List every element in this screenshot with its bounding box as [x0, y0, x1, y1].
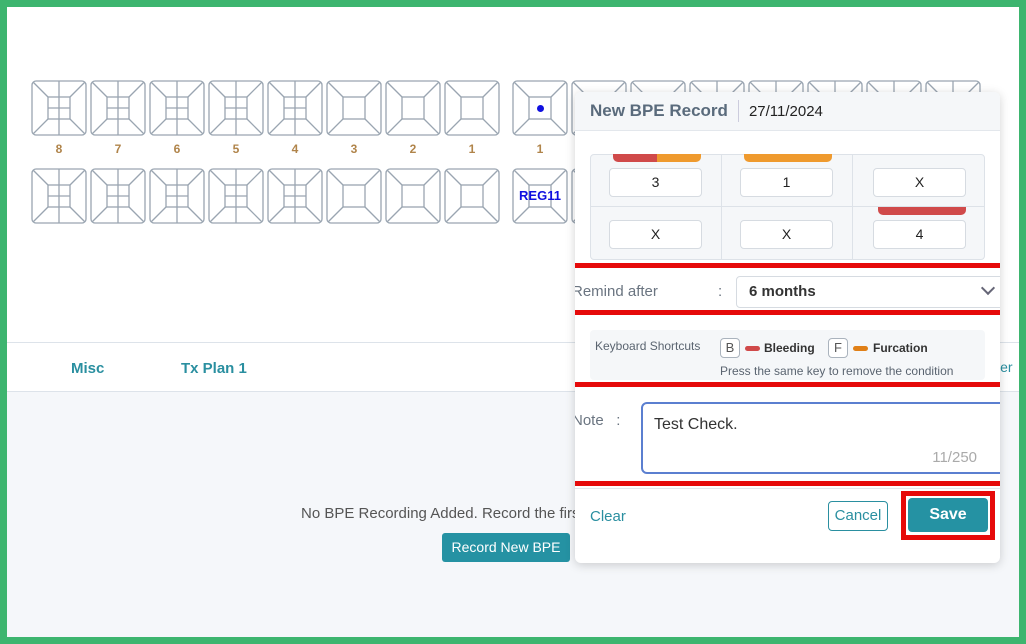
tooth-number: 6: [173, 142, 181, 156]
char-count: 11/250: [932, 449, 977, 466]
tooth[interactable]: [326, 168, 382, 224]
bpe-sextant[interactable]: X: [853, 155, 984, 207]
popup-title: New BPE Record: [590, 100, 739, 122]
new-bpe-record-popup: New BPE Record 27/11/2024 3 1 X X X 4 Remind …: [575, 92, 1000, 563]
bpe-score-input[interactable]: 3: [609, 168, 702, 197]
furcation-swatch: [853, 346, 868, 351]
tab-partial[interactable]: ler: [997, 359, 1013, 375]
bpe-sextant[interactable]: 4: [853, 207, 984, 259]
clear-button[interactable]: Clear: [590, 508, 626, 525]
bpe-sextant[interactable]: 3: [591, 154, 722, 207]
tooth[interactable]: [149, 80, 205, 136]
tooth-number: 1: [468, 142, 476, 156]
remind-after-select[interactable]: 6 months: [736, 276, 1000, 308]
app-frame: 8 7 6 5 4 3 2 1 1 REG11 Misc Tx Plan 1 ler No BPE…: [7, 7, 1019, 637]
save-button[interactable]: Save: [908, 498, 988, 532]
tooth[interactable]: [208, 168, 264, 224]
furcation-indicator: [657, 154, 701, 162]
tooth[interactable]: [444, 80, 500, 136]
remind-colon: :: [718, 283, 723, 300]
tooth-marker-label: REG11: [519, 188, 561, 203]
tooth[interactable]: [90, 168, 146, 224]
tooth[interactable]: [90, 80, 146, 136]
tooth[interactable]: [208, 80, 264, 136]
cancel-button[interactable]: Cancel: [828, 501, 888, 531]
tooth[interactable]: [326, 80, 382, 136]
tooth-number: 7: [114, 142, 122, 156]
furcation-indicator: [744, 154, 832, 162]
note-label-text: Note: [575, 412, 604, 429]
shortcuts-title: Keyboard Shortcuts: [595, 339, 701, 353]
bleeding-indicator: [878, 207, 966, 215]
highlight-box: [575, 263, 1000, 315]
empty-message: No BPE Recording Added. Record the first: [301, 505, 584, 522]
tooth-number: 1: [536, 142, 544, 156]
tooth-number: 2: [409, 142, 417, 156]
note-value: Test Check.: [654, 416, 738, 433]
bpe-score-input[interactable]: X: [609, 220, 702, 249]
bpe-score-input[interactable]: X: [873, 168, 966, 197]
shortcuts-hint: Press the same key to remove the conditi…: [720, 364, 954, 378]
bpe-sextant[interactable]: X: [591, 207, 722, 259]
key-f: F: [828, 338, 848, 358]
bpe-score-input[interactable]: X: [740, 220, 833, 249]
key-b: B: [720, 338, 740, 358]
highlight-box: [901, 491, 995, 540]
tooth-number: 5: [232, 142, 240, 156]
bpe-score-input[interactable]: 4: [873, 220, 966, 249]
tooth[interactable]: [512, 168, 568, 224]
tooth[interactable]: [31, 80, 87, 136]
bleeding-label: Bleeding: [764, 341, 815, 355]
popup-footer-divider: [575, 488, 1000, 489]
remind-row: Remind after : 6 months: [575, 270, 1000, 310]
tooth[interactable]: [385, 80, 441, 136]
highlight-box: [575, 382, 1000, 486]
keyboard-shortcuts: Keyboard Shortcuts B Bleeding F Furcatio…: [590, 330, 985, 380]
bpe-score-input[interactable]: 1: [740, 168, 833, 197]
bpe-sextant[interactable]: X: [722, 207, 853, 259]
note-label: Note :: [575, 412, 620, 429]
popup-header: New BPE Record 27/11/2024: [575, 92, 1000, 131]
condition-bar: [613, 154, 701, 162]
tab-misc[interactable]: Misc: [71, 360, 105, 377]
tab-tx-plan-1[interactable]: Tx Plan 1: [181, 360, 247, 377]
condition-bar: [878, 207, 966, 215]
remind-value: 6 months: [749, 283, 816, 300]
record-new-bpe-button[interactable]: Record New BPE: [442, 533, 570, 562]
tooth[interactable]: [149, 168, 205, 224]
bleeding-indicator: [613, 154, 657, 162]
tooth[interactable]: [267, 80, 323, 136]
note-colon: :: [616, 412, 621, 429]
note-textarea[interactable]: Test Check. 11/250: [641, 402, 1000, 474]
tooth[interactable]: [512, 80, 568, 136]
tooth-number: 4: [291, 142, 299, 156]
condition-bar: [744, 154, 832, 162]
bpe-grid: 3 1 X X X 4: [590, 154, 985, 260]
tooth[interactable]: [385, 168, 441, 224]
tooth-number: 8: [55, 142, 63, 156]
tooth-number: 3: [350, 142, 358, 156]
tooth[interactable]: [31, 168, 87, 224]
record-date: 27/11/2024: [748, 102, 823, 120]
bleeding-swatch: [745, 346, 760, 351]
marker-dot: [537, 105, 544, 112]
note-row: Note : Test Check. 11/250: [575, 388, 1000, 478]
tooth[interactable]: [444, 168, 500, 224]
bpe-sextant[interactable]: 1: [722, 154, 853, 207]
tooth[interactable]: [267, 168, 323, 224]
furcation-label: Furcation: [873, 341, 928, 355]
remind-label: Remind after: [575, 283, 658, 300]
